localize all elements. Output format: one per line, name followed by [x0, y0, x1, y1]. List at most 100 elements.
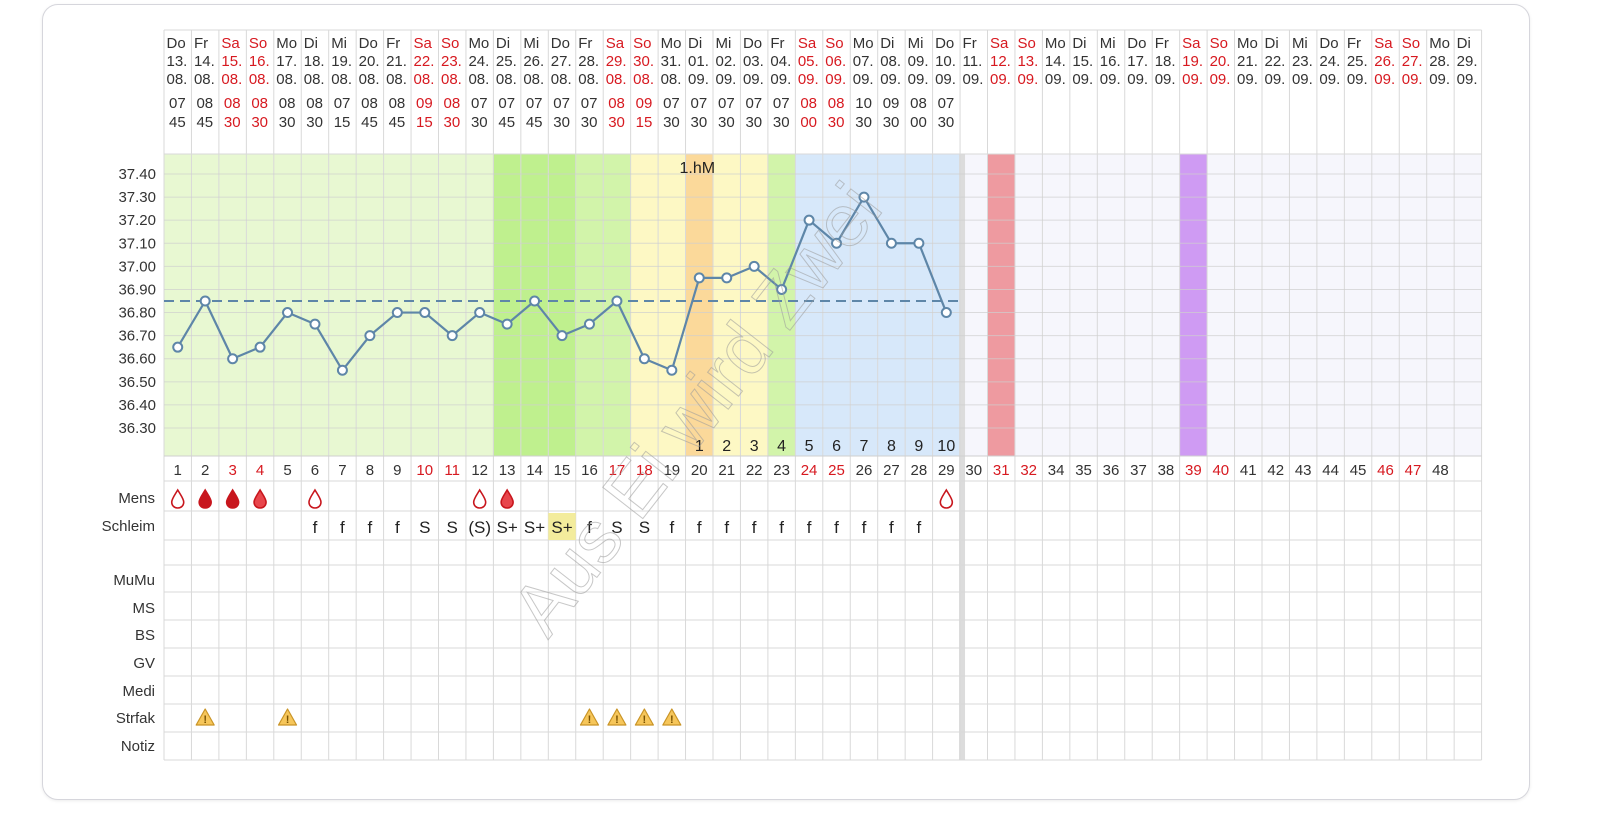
temperature-point[interactable] [501, 318, 513, 330]
temperature-point[interactable] [776, 283, 788, 295]
warning-icon[interactable] [277, 708, 298, 726]
time-hour-label: 08 [444, 95, 461, 112]
temperature-point[interactable] [227, 353, 239, 365]
y-tick-label: 37.00 [118, 258, 156, 275]
weekday-label: Fr [578, 35, 592, 52]
mens-drop-icon[interactable] [308, 488, 322, 509]
date-month-label: 09. [1402, 71, 1423, 88]
temperature-point[interactable] [913, 237, 925, 249]
y-tick-label: 36.80 [118, 305, 156, 322]
row-label-schleim: Schleim [102, 518, 155, 535]
date-month-label: 09. [853, 71, 874, 88]
mens-drop-icon[interactable] [500, 488, 514, 509]
date-month-label: 09. [990, 71, 1011, 88]
date-day-label: 14. [1045, 53, 1066, 70]
temperature-point[interactable] [529, 295, 541, 307]
temperature-point[interactable] [556, 330, 568, 342]
cycle-day-label: 46 [1377, 462, 1394, 479]
temperature-point[interactable] [831, 237, 843, 249]
cycle-day-label: 21 [718, 462, 735, 479]
date-month-label: 09. [1045, 71, 1066, 88]
date-month-label: 09. [1292, 71, 1313, 88]
temperature-point[interactable] [638, 353, 650, 365]
warning-icon[interactable] [634, 708, 654, 726]
date-month-label: 08. [661, 71, 682, 88]
temperature-point[interactable] [446, 330, 458, 342]
time-hour-label: 09 [636, 95, 653, 112]
warning-icon[interactable] [662, 708, 682, 726]
temperature-point[interactable] [666, 364, 678, 376]
temperature-point[interactable] [172, 341, 184, 353]
time-hour-label: 07 [471, 95, 488, 112]
temperature-point[interactable] [282, 307, 294, 319]
date-day-label: 04. [770, 53, 791, 70]
date-month-label: 09. [1319, 71, 1340, 88]
schleim-value: f [313, 518, 318, 537]
date-day-label: 20. [1210, 53, 1231, 70]
temperature-point[interactable] [364, 330, 376, 342]
date-month-label: 09. [1457, 71, 1478, 88]
warning-icon-mark: ! [286, 714, 290, 726]
date-day-label: 12. [990, 53, 1011, 70]
weekday-label: Mi [523, 35, 539, 52]
weekday-label: So [633, 35, 651, 52]
date-day-label: 15. [221, 53, 242, 70]
ovulation-marker-label: 1.hM [679, 160, 715, 177]
time-minute-label: 45 [498, 114, 515, 131]
temperature-point[interactable] [419, 307, 431, 319]
weekday-label: Fr [963, 35, 977, 52]
temperature-point[interactable] [748, 260, 760, 272]
mens-drop-icon[interactable] [170, 488, 185, 509]
schleim-value: f [807, 518, 812, 537]
temperature-point[interactable] [940, 307, 952, 319]
date-month-label: 09. [770, 71, 791, 88]
warning-icon[interactable] [579, 708, 600, 726]
temperature-point[interactable] [693, 272, 705, 284]
date-month-label: 08. [633, 71, 654, 88]
mens-drop-icon[interactable] [225, 488, 240, 509]
mens-drop-icon[interactable] [198, 488, 212, 509]
weekday-label: Mo [1045, 35, 1066, 52]
time-hour-label: 07 [773, 95, 790, 112]
temperature-point[interactable] [858, 191, 870, 203]
cycle-day-label: 12 [471, 462, 488, 479]
schleim-value: f [697, 518, 702, 537]
weekday-label: Do [1319, 35, 1338, 52]
warning-icon[interactable] [607, 708, 627, 726]
schleim-value: f [368, 518, 373, 537]
time-hour-label: 08 [224, 95, 241, 112]
weekday-label: Di [688, 35, 702, 52]
date-day-label: 06. [825, 53, 846, 70]
temperature-point[interactable] [583, 318, 595, 330]
high-phase-number: 4 [777, 438, 786, 455]
warning-icon-mark: ! [615, 714, 619, 726]
temperature-point[interactable] [254, 341, 266, 353]
mens-drop-icon[interactable] [939, 488, 954, 509]
time-hour-label: 07 [718, 95, 735, 112]
temperature-point[interactable] [309, 318, 321, 330]
date-day-label: 21. [386, 53, 407, 70]
temperature-point[interactable] [803, 214, 815, 226]
date-month-label: 09. [1429, 71, 1450, 88]
cycle-day-label: 36 [1103, 462, 1120, 479]
schleim-value: S+ [551, 518, 572, 537]
temperature-point[interactable] [391, 307, 403, 319]
cycle-day-label: 8 [366, 462, 374, 479]
time-minute-label: 30 [224, 114, 241, 131]
temperature-point[interactable] [474, 307, 486, 319]
weekday-label: So [825, 35, 843, 52]
mens-drop-icon[interactable] [253, 488, 267, 509]
mens-drop-icon[interactable] [472, 488, 487, 509]
cycle-day-label: 22 [746, 462, 763, 479]
temperature-point[interactable] [336, 364, 348, 376]
time-hour-label: 08 [306, 95, 323, 112]
temperature-point[interactable] [885, 237, 897, 249]
date-month-label: 08. [606, 71, 627, 88]
warning-icon[interactable] [195, 708, 215, 726]
date-month-label: 08. [194, 71, 215, 88]
temperature-point[interactable] [199, 295, 211, 307]
temperature-point[interactable] [721, 272, 733, 284]
weekday-label: Mo [276, 35, 297, 52]
temperature-point[interactable] [611, 295, 623, 307]
date-month-label: 09. [1210, 71, 1231, 88]
